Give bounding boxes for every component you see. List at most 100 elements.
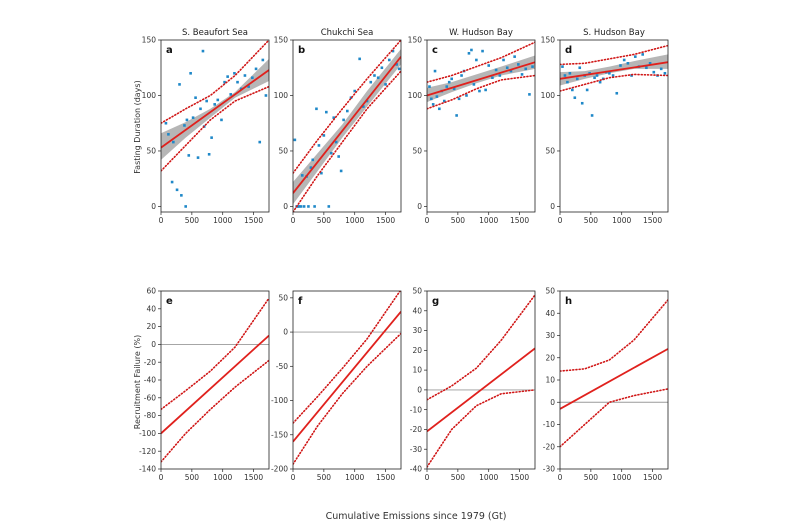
- y-tick-label: -100: [139, 429, 156, 438]
- ci-lower-line: [427, 389, 535, 468]
- data-point: [457, 97, 461, 101]
- panel-letter: a: [166, 45, 173, 56]
- data-point: [430, 97, 433, 101]
- panel-e: 0 500 1000 1500 -140 -120 -100 -80 -60 -40 -20 0 20 4…: [139, 287, 270, 482]
- y-tick-label: -40: [144, 376, 156, 385]
- panel-plot-area: [427, 41, 535, 117]
- data-point: [648, 62, 652, 65]
- panel-h: 0 500 1000 1500 -30 -20 -10 0 10 20 30 40 50 h: [543, 287, 669, 482]
- ci-upper-line: [427, 41, 535, 83]
- panel-title: Chukchi Sea: [321, 28, 374, 38]
- data-point: [397, 67, 401, 71]
- data-point: [502, 58, 505, 62]
- x-tick-label: 500: [185, 216, 200, 225]
- y-tick-label: 10: [412, 366, 422, 375]
- data-point: [524, 67, 528, 71]
- data-point: [663, 71, 667, 75]
- data-point: [236, 80, 239, 84]
- panel-letter: e: [166, 296, 173, 307]
- data-point: [455, 114, 458, 117]
- data-point: [362, 105, 365, 108]
- ci-lower-line: [161, 85, 269, 172]
- data-point: [254, 67, 258, 71]
- y-tick-label: 20: [545, 353, 555, 362]
- panel-frame: [292, 290, 402, 470]
- fit-line: [293, 56, 401, 194]
- data-point: [452, 87, 456, 91]
- x-tick-label: 0: [291, 473, 296, 482]
- data-point: [465, 94, 468, 97]
- y-tick-label: 0: [417, 385, 422, 394]
- x-tick-label: 500: [451, 216, 466, 225]
- data-point: [239, 87, 243, 91]
- data-point: [619, 64, 622, 67]
- x-tick-label: 1000: [213, 473, 232, 482]
- data-point: [626, 62, 630, 65]
- y-tick-label: 150: [274, 36, 289, 45]
- panel-plot-area: [161, 297, 269, 463]
- panel-title: S. Hudson Bay: [583, 28, 645, 38]
- panel-frame: [559, 290, 669, 470]
- y-tick-label: 50: [545, 287, 555, 296]
- row-ylabel-recruitment: Recruitment Failure (%): [133, 335, 142, 429]
- data-point: [505, 66, 509, 70]
- data-point: [199, 107, 202, 111]
- y-tick-label: -150: [271, 430, 288, 439]
- data-point: [445, 85, 449, 88]
- data-point: [563, 74, 567, 77]
- data-point: [167, 133, 170, 136]
- ci-upper-line: [161, 297, 269, 411]
- ci-lower-line: [560, 388, 668, 448]
- y-tick-label: 40: [545, 309, 555, 318]
- data-point: [433, 69, 437, 73]
- data-point: [313, 205, 316, 208]
- data-point: [517, 63, 520, 66]
- data-point: [264, 94, 268, 97]
- panel-letter: f: [298, 296, 303, 307]
- fit-line: [161, 334, 269, 435]
- x-tick-label: 1500: [244, 216, 263, 225]
- x-tick-label: 1000: [213, 216, 232, 225]
- x-tick-label: 500: [584, 216, 599, 225]
- data-point: [475, 58, 478, 62]
- data-point: [487, 64, 491, 67]
- y-tick-label: -140: [139, 465, 156, 474]
- y-tick-label: 50: [278, 293, 288, 302]
- y-tick-label: 100: [274, 91, 289, 100]
- ci-lower-line: [161, 359, 269, 463]
- ci-upper-line: [161, 40, 269, 125]
- data-point: [191, 116, 195, 119]
- data-point: [300, 174, 304, 177]
- ci-upper-line: [293, 40, 401, 174]
- data-point: [178, 83, 181, 86]
- y-tick-label: 20: [412, 346, 422, 355]
- panel-letter: c: [432, 45, 438, 56]
- data-point: [376, 76, 380, 80]
- panel-title: W. Hudson Bay: [449, 28, 513, 38]
- data-point: [447, 80, 451, 84]
- data-point: [201, 49, 205, 53]
- panel-a: 0 500 1000 1500 0 50 100 150 a S. Beaufort Sea: [142, 28, 270, 225]
- x-tick-label: 1500: [510, 216, 529, 225]
- y-tick-label: 30: [545, 331, 555, 340]
- data-point: [431, 103, 435, 106]
- panel-plot-area: [560, 44, 668, 117]
- panel-c: 0 500 1000 1500 0 50 100 150 c W. Hudson Bay: [408, 28, 536, 225]
- y-tick-label: 150: [408, 36, 423, 45]
- data-point: [325, 110, 328, 114]
- y-tick-label: 150: [541, 36, 556, 45]
- data-point: [595, 74, 599, 77]
- ci-upper-line: [427, 294, 535, 401]
- data-point: [261, 58, 265, 62]
- data-point: [494, 68, 498, 72]
- x-tick-label: 1000: [345, 216, 364, 225]
- x-tick-label: 1000: [479, 473, 498, 482]
- data-point: [641, 53, 644, 56]
- x-tick-label: 1000: [612, 216, 631, 225]
- x-tick-label: 1000: [479, 216, 498, 225]
- data-point: [509, 69, 513, 73]
- data-point: [380, 66, 384, 70]
- data-point: [478, 89, 481, 93]
- x-tick-label: 500: [317, 473, 332, 482]
